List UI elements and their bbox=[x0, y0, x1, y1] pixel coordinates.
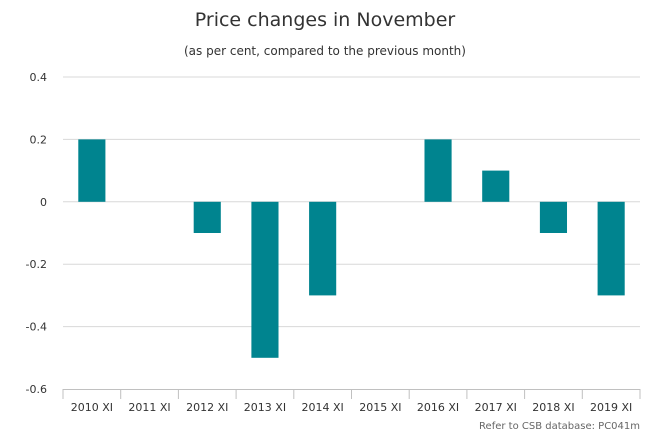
gridlines bbox=[63, 76, 640, 328]
bar[interactable] bbox=[482, 170, 510, 202]
y-tick-label: 0.4 bbox=[30, 71, 48, 84]
y-tick-label: -0.4 bbox=[26, 321, 47, 334]
x-axis-ticks: 2010 XI 2011 XI 2012 XI 2013 XI 2014 XI 2015 … bbox=[71, 401, 633, 414]
x-tick-label: 2014 XI bbox=[302, 401, 344, 414]
x-tick-label: 2012 XI bbox=[186, 401, 228, 414]
y-tick-label: -0.2 bbox=[26, 258, 47, 271]
chart-title: Price changes in November bbox=[195, 9, 456, 31]
chart-subtitle: (as per cent, compared to the previous m… bbox=[184, 44, 466, 58]
bar[interactable] bbox=[309, 201, 337, 296]
bar[interactable] bbox=[597, 201, 625, 296]
x-tick-label: 2017 XI bbox=[475, 401, 517, 414]
x-tick-label: 2018 XI bbox=[532, 401, 574, 414]
y-tick-label: -0.6 bbox=[26, 383, 47, 396]
bar[interactable] bbox=[78, 139, 106, 202]
chart-credit[interactable]: Refer to CSB database: PC041m bbox=[479, 421, 640, 432]
x-tick-label: 2019 XI bbox=[590, 401, 632, 414]
bars bbox=[78, 139, 625, 358]
y-tick-label: 0 bbox=[40, 196, 47, 209]
x-tick-label: 2015 XI bbox=[359, 401, 401, 414]
x-axis bbox=[62, 389, 641, 399]
x-tick-label: 2013 XI bbox=[244, 401, 286, 414]
x-tick-label: 2010 XI bbox=[71, 401, 113, 414]
y-tick-label: 0.2 bbox=[30, 133, 48, 146]
x-tick-label: 2016 XI bbox=[417, 401, 459, 414]
bar[interactable] bbox=[251, 201, 279, 358]
bar[interactable] bbox=[193, 201, 221, 233]
bar[interactable] bbox=[424, 139, 452, 202]
y-axis-ticks: 0.4 0.2 0 -0.2 -0.4 -0.6 bbox=[26, 71, 47, 396]
x-tick-label: 2011 XI bbox=[128, 401, 170, 414]
bar[interactable] bbox=[539, 201, 568, 233]
